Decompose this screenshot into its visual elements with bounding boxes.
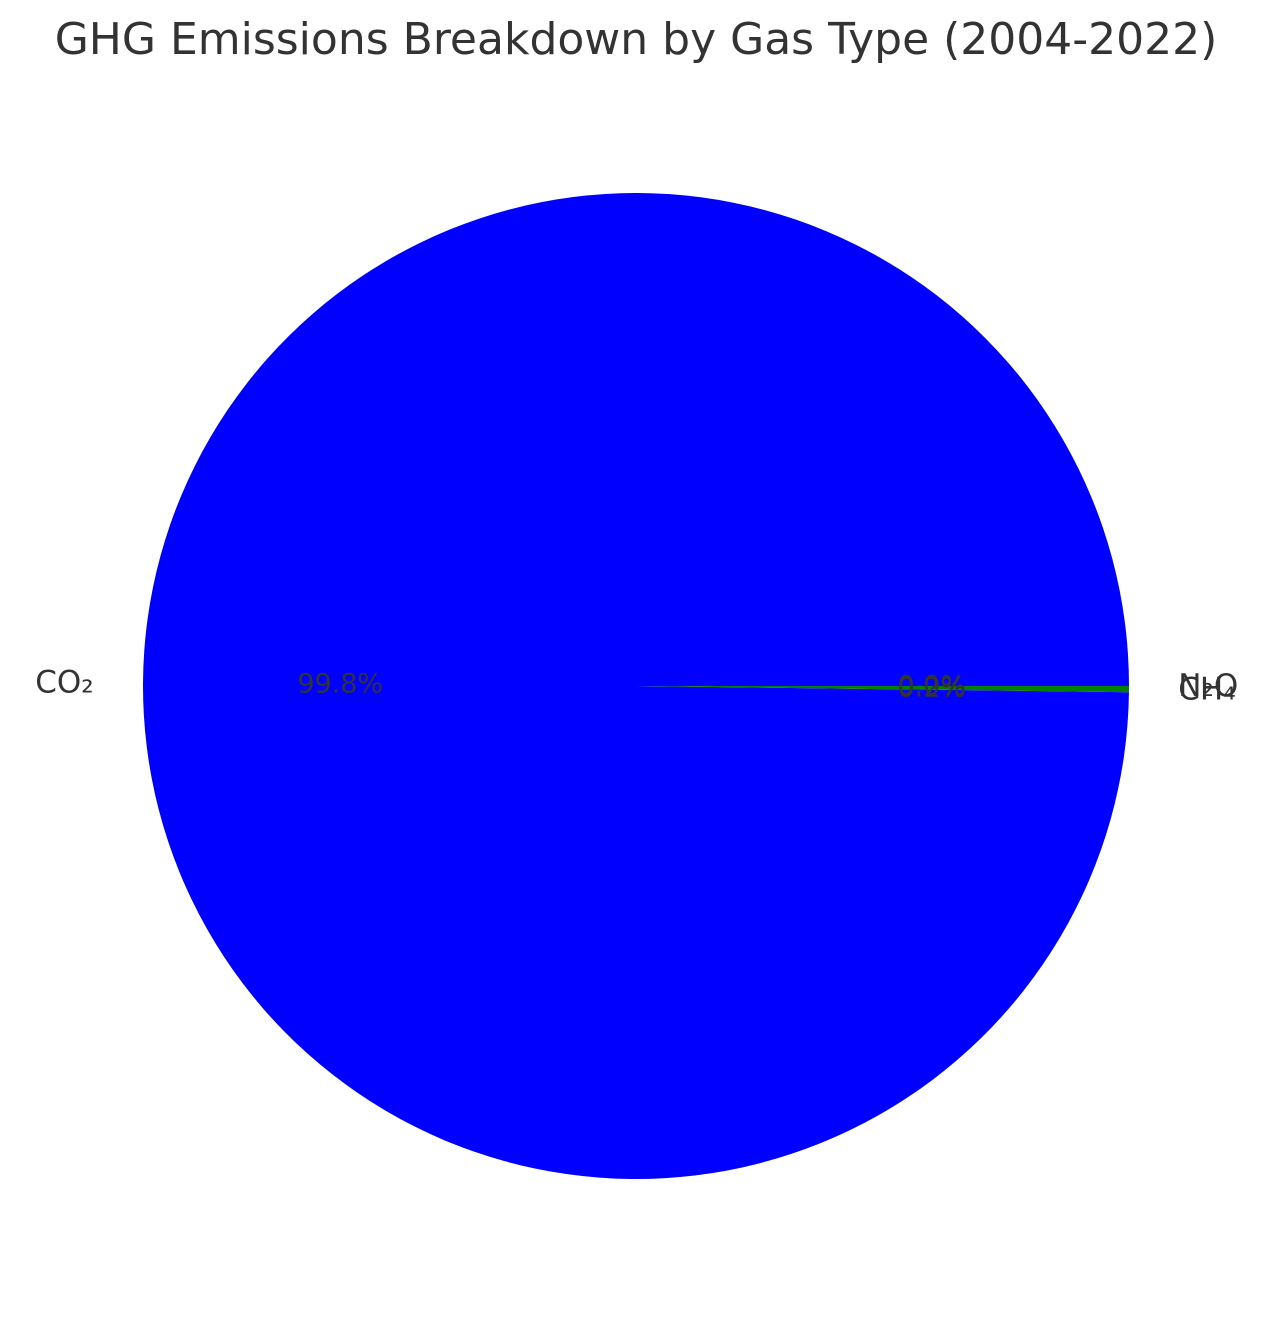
pie-labels: CO₂ 99.8% CH₄ 0.2% N₂O 0.0%	[35, 665, 1238, 708]
pie-slice-co	[143, 193, 1129, 1180]
slice-label-co: CO₂	[35, 665, 93, 701]
chart-title: GHG Emissions Breakdown by Gas Type (200…	[54, 14, 1218, 65]
slice-label-ch: CH₄	[1178, 671, 1235, 707]
pie-slice-ch	[636, 686, 1129, 693]
slice-pct-label-ch: 0.2%	[897, 672, 966, 703]
pie-slices	[143, 193, 1129, 1180]
slice-pct-label-co: 99.8%	[297, 669, 383, 700]
slice-pct-label-n-o: 0.0%	[897, 671, 966, 702]
slice-label-n-o: N₂O	[1178, 668, 1238, 704]
